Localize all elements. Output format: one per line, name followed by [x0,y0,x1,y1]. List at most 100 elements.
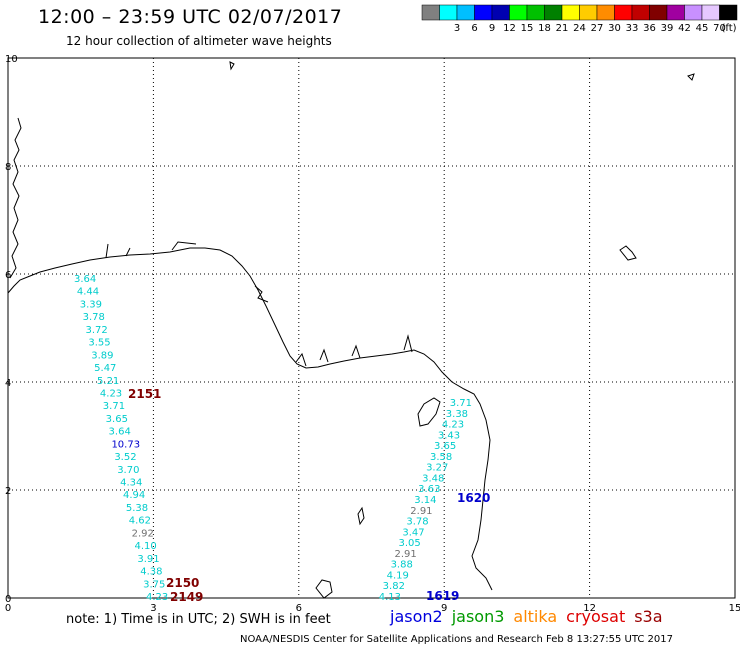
swh-value-east-track: 4.19 [387,570,409,581]
swh-value-west-track: 4.23 [100,388,122,399]
colorbar-tick-label: 30 [608,23,621,34]
x-tick-label: 0 [5,603,11,614]
swh-value-west-track: 4.62 [129,516,151,527]
coastline-small-island [357,506,365,526]
swh-value-east-track: 3.88 [391,560,413,571]
swh-value-east-track: 2.91 [395,549,417,560]
x-tick-label: 12 [583,603,596,614]
satellite-legend-jason2: jason2 [390,607,443,626]
island-bay [417,397,441,427]
swh-value-west-track: 5.38 [126,503,148,514]
swh-value-west-track: 10.73 [111,439,140,450]
colorbar-swatch [561,4,580,21]
swh-value-west-track: 3.39 [80,299,102,310]
swh-value-west-track: 3.78 [83,312,105,323]
swh-value-west-track: 4.94 [123,490,145,501]
y-tick-label: 4 [5,378,11,389]
swh-value-west-track: 4.44 [77,287,99,298]
satellite-legend-jason3: jason3 [451,607,505,626]
swh-value-west-track: 4.23 [146,592,168,603]
coastline-main [7,247,493,591]
colorbar-swatch [614,4,633,21]
colorbar-tick-label: 45 [696,23,709,34]
swh-value-west-track: 3.70 [117,465,139,476]
swh-value-east-track: 3.82 [383,581,405,592]
pass-number-label: 1619 [426,589,459,603]
colorbar-tick-label: 21 [556,23,569,34]
swh-value-east-track: 3.43 [438,430,460,441]
pass-number-label: 2151 [128,387,161,401]
swh-value-east-track: 3.78 [406,517,428,528]
swh-value-west-track: 4.38 [140,567,162,578]
swh-value-east-track: 3.48 [422,473,444,484]
swh-value-east-track: 3.47 [402,527,424,538]
island-north [229,61,235,71]
footer-credit: NOAA/NESDIS Center for Satellite Applica… [240,634,673,645]
colorbar-swatch [701,4,720,21]
coastline-bay-inlets [105,241,413,367]
swh-value-west-track: 3.64 [109,427,131,438]
swh-value-east-track: 3.71 [450,398,472,409]
swh-value-east-track: 3.14 [414,495,436,506]
swh-value-west-track: 5.47 [94,363,116,374]
colorbar-swatch [631,4,650,21]
colorbar-tick-label: 6 [471,23,477,34]
colorbar-tick-label: 33 [626,23,639,34]
colorbar-tick-label: 12 [503,23,516,34]
swh-value-east-track: 3.27 [426,463,448,474]
colorbar-swatch [474,4,493,21]
map-title: 12:00 – 23:59 UTC 02/07/2017 [38,6,343,28]
wave-height-tracks: 3.644.443.393.783.723.553.895.475.214.23… [74,274,472,603]
colorbar-swatch [719,4,738,21]
colorbar-tick-label: 70 [713,23,726,34]
colorbar: 3 6 9 12 15 18 21 24 27 30 33 36 39 42 45 70(ft) [421,4,738,34]
swh-value-east-track: 3.63 [418,484,440,495]
colorbar-swatch [439,4,458,21]
satellite-legend-cryosat: cryosat [566,607,626,626]
swh-value-west-track: 3.64 [74,274,96,285]
y-tick-label: 0 [5,594,11,605]
colorbar-tick-label: 36 [643,23,656,34]
satellite-legend: jason2 jason3 altika cryosat s3a [390,607,672,626]
swh-value-east-track: 4.23 [442,420,464,431]
colorbar-swatch [544,4,563,21]
swh-value-east-track: 3.38 [446,409,468,420]
colorbar-swatch [666,4,685,21]
swh-value-west-track: 4.34 [120,478,142,489]
swh-value-west-track: 2.92 [132,528,154,539]
pass-number-label: 1620 [457,491,490,505]
swh-value-west-track: 3.91 [137,554,159,565]
satellite-legend-altika: altika [513,607,558,626]
y-tick-label: 10 [5,54,18,65]
colorbar-tick-label: 18 [538,23,551,34]
coastline-northwest [9,117,22,279]
swh-value-west-track: 3.72 [86,325,108,336]
colorbar-swatch [509,4,528,21]
coastline [7,61,695,599]
colorbar-swatch [684,4,703,21]
swh-value-west-track: 4.10 [134,541,156,552]
swh-value-west-track: 3.55 [88,338,110,349]
colorbar-swatch [456,4,475,21]
x-tick-label: 15 [729,603,740,614]
colorbar-tick-label: 27 [591,23,604,34]
island-east [619,245,637,261]
colorbar-swatch [596,4,615,21]
x-tick-label: 3 [150,603,156,614]
y-tick-label: 8 [5,162,11,173]
swh-value-east-track: 3.05 [398,538,420,549]
swh-value-west-track: 5.21 [97,376,119,387]
colorbar-swatch [579,4,598,21]
swh-value-east-track: 4.13 [379,592,401,603]
pass-number-label: 2149 [170,590,203,604]
y-tick-label: 6 [5,270,11,281]
colorbar-swatch [649,4,668,21]
colorbar-tick-label: 9 [489,23,495,34]
colorbar-swatch [491,4,510,21]
y-tick-label: 2 [5,486,11,497]
swh-value-west-track: 3.52 [114,452,136,463]
colorbar-swatch [526,4,545,21]
colorbar-tick-label: 42 [678,23,691,34]
island-south [315,579,333,599]
